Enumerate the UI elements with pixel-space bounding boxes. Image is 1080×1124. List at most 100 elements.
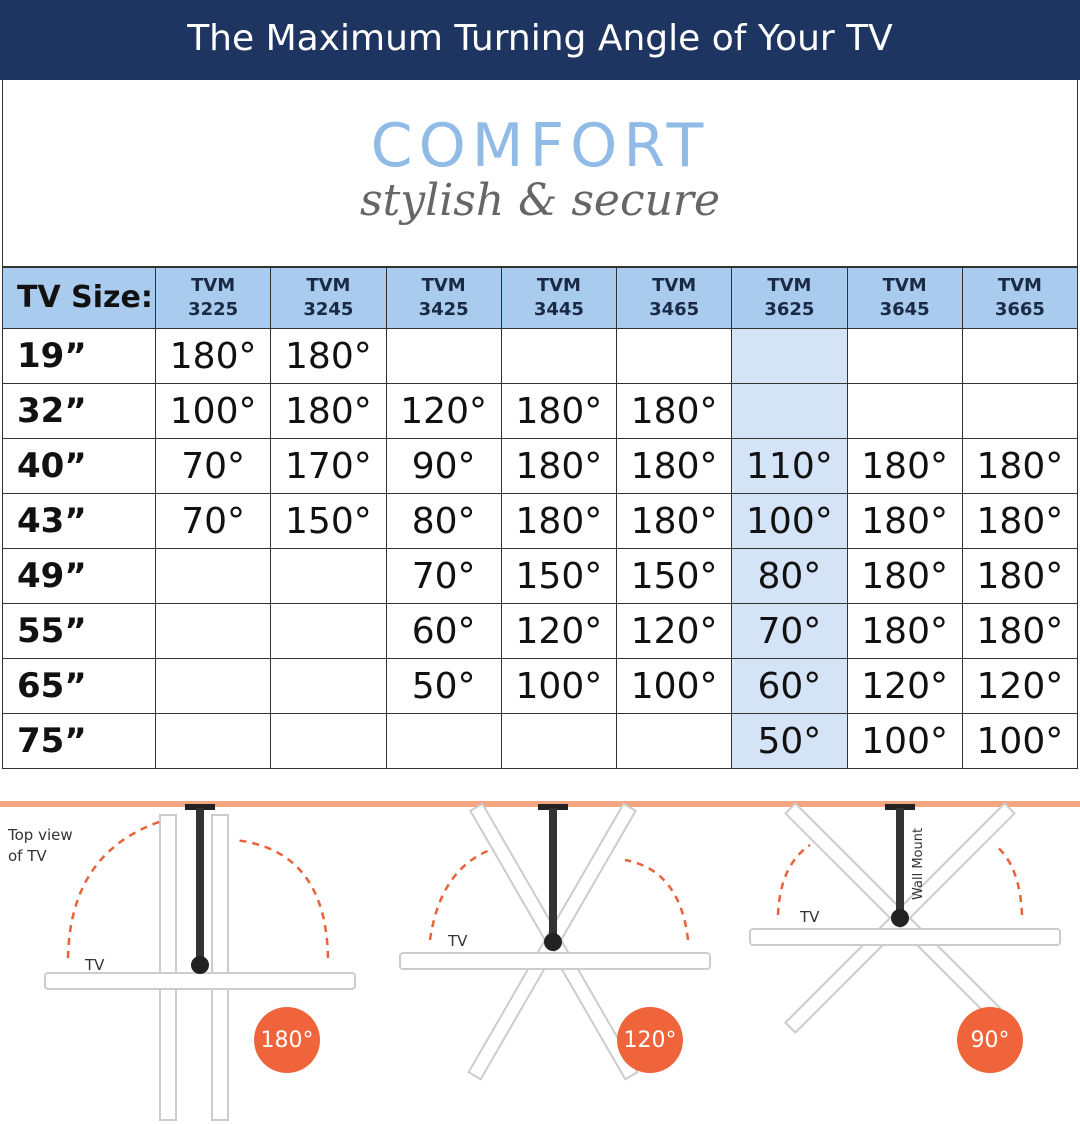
tv-label: TV (799, 908, 820, 926)
angle-cell: 180° (961, 603, 1079, 659)
angle-cell (500, 713, 618, 769)
angle-cell (154, 713, 272, 769)
diagram-note: Top view (7, 826, 73, 844)
angle-cell: 120° (961, 658, 1079, 714)
angle-cell: 70° (154, 493, 272, 549)
angle-cell: 180° (500, 493, 618, 549)
angle-cell: 120° (846, 658, 963, 714)
angle-cell: 180° (846, 493, 963, 549)
table-row: 32” 100° 180° 120° 180° 180° (2, 383, 1079, 439)
tv-size: 40” (2, 438, 156, 494)
angle-cell: 180° (615, 438, 733, 494)
angle-cell (270, 658, 387, 714)
column-header-line: TVM (536, 275, 581, 296)
tv-size: 32” (2, 383, 156, 439)
angle-cell (615, 328, 733, 384)
angle-cell: 120° (500, 603, 618, 659)
tv-size: 55” (2, 603, 156, 659)
angle-table: TV Size: TVM 3225 TVM 3245 TVM 3425 TVM 3445 TVM 3… (2, 267, 1079, 769)
column-header: TVM 3465 (615, 267, 733, 329)
column-header-line: TVM (767, 275, 812, 296)
angle-cell: 110° (731, 438, 848, 494)
column-header-line: TVM (306, 275, 351, 296)
tv-size: 43” (2, 493, 156, 549)
angle-cell: 80° (731, 548, 848, 604)
angle-cell: 180° (500, 438, 618, 494)
angle-cell: 120° (615, 603, 733, 659)
angle-cell (154, 548, 272, 604)
table-row: 75” 50° 100° 100° (2, 713, 1079, 769)
tv-size: 65” (2, 658, 156, 714)
angle-cell: 180° (615, 383, 733, 439)
column-header: TVM 3245 (270, 267, 387, 329)
angle-cell: 180° (961, 438, 1079, 494)
angle-cell: 180° (270, 383, 387, 439)
column-header-line: TVM (652, 275, 697, 296)
column-header-line: TVM (882, 275, 927, 296)
column-header-line: 3665 (994, 299, 1045, 320)
table-row: 55” 60° 120° 120° 70° 180° 180° (2, 603, 1079, 659)
angle-cell: 170° (270, 438, 387, 494)
angle-cell: 180° (270, 328, 387, 384)
angle-cell: 120° (385, 383, 502, 439)
angle-cell: 80° (385, 493, 502, 549)
angle-cell: 180° (154, 328, 272, 384)
angle-cell: 100° (846, 713, 963, 769)
angle-cell (731, 328, 848, 384)
column-header: TVM 3225 (154, 267, 272, 329)
angle-badge: 180° (261, 1028, 314, 1053)
column-header: TVM 3445 (500, 267, 618, 329)
tv-size: 75” (2, 713, 156, 769)
table-row: 40” 70° 170° 90° 180° 180° 110° 180° 180° (2, 438, 1079, 494)
angle-cell: 50° (731, 713, 848, 769)
angle-cell: 150° (615, 548, 733, 604)
angle-cell: 90° (385, 438, 502, 494)
angle-badge: 90° (971, 1028, 1010, 1053)
column-header: TVM 3625 (731, 267, 848, 329)
column-header-line: 3645 (879, 299, 930, 320)
column-header: TVM 3665 (961, 267, 1079, 329)
tv-size: 19” (2, 328, 156, 384)
angle-cell: 60° (731, 658, 848, 714)
angle-cell (961, 383, 1079, 439)
column-header-line: 3625 (764, 299, 815, 320)
angle-cell (731, 383, 848, 439)
table-row: 65” 50° 100° 100° 60° 120° 120° (2, 658, 1079, 714)
angle-cell (270, 713, 387, 769)
angle-cell: 180° (846, 438, 963, 494)
tv-label: TV (84, 956, 105, 974)
angle-cell: 70° (154, 438, 272, 494)
angle-cell: 70° (731, 603, 848, 659)
diagrams: Top view of TV TV 180° TV 120° TV Wall M… (0, 801, 1080, 1121)
angle-cell: 150° (500, 548, 618, 604)
angle-cell (846, 328, 963, 384)
column-header-line: TVM (997, 275, 1042, 296)
angle-cell: 180° (961, 548, 1079, 604)
column-header-line: 3445 (533, 299, 584, 320)
angle-cell: 180° (615, 493, 733, 549)
angle-cell (270, 548, 387, 604)
angle-cell: 100° (615, 658, 733, 714)
tv-size: 49” (2, 548, 156, 604)
angle-badge: 120° (624, 1028, 677, 1053)
brand-tagline: stylish & secure (360, 175, 720, 226)
angle-cell: 180° (500, 383, 618, 439)
angle-cell: 100° (731, 493, 848, 549)
column-header-line: TVM (421, 275, 466, 296)
angle-cell (846, 383, 963, 439)
brand-name: COMFORT (370, 111, 710, 181)
angle-cell (270, 603, 387, 659)
angle-cell: 50° (385, 658, 502, 714)
column-header-line: 3245 (303, 299, 354, 320)
angle-cell: 100° (500, 658, 618, 714)
angle-cell (385, 328, 502, 384)
corner-label: TV Size: (2, 267, 156, 329)
table-row: 49” 70° 150° 150° 80° 180° 180° (2, 548, 1079, 604)
mount-label: Wall Mount (911, 828, 926, 900)
column-header-line: 3465 (649, 299, 700, 320)
column-header-line: 3225 (188, 299, 239, 320)
angle-cell (385, 713, 502, 769)
angle-cell: 70° (385, 548, 502, 604)
angle-cell (154, 603, 272, 659)
